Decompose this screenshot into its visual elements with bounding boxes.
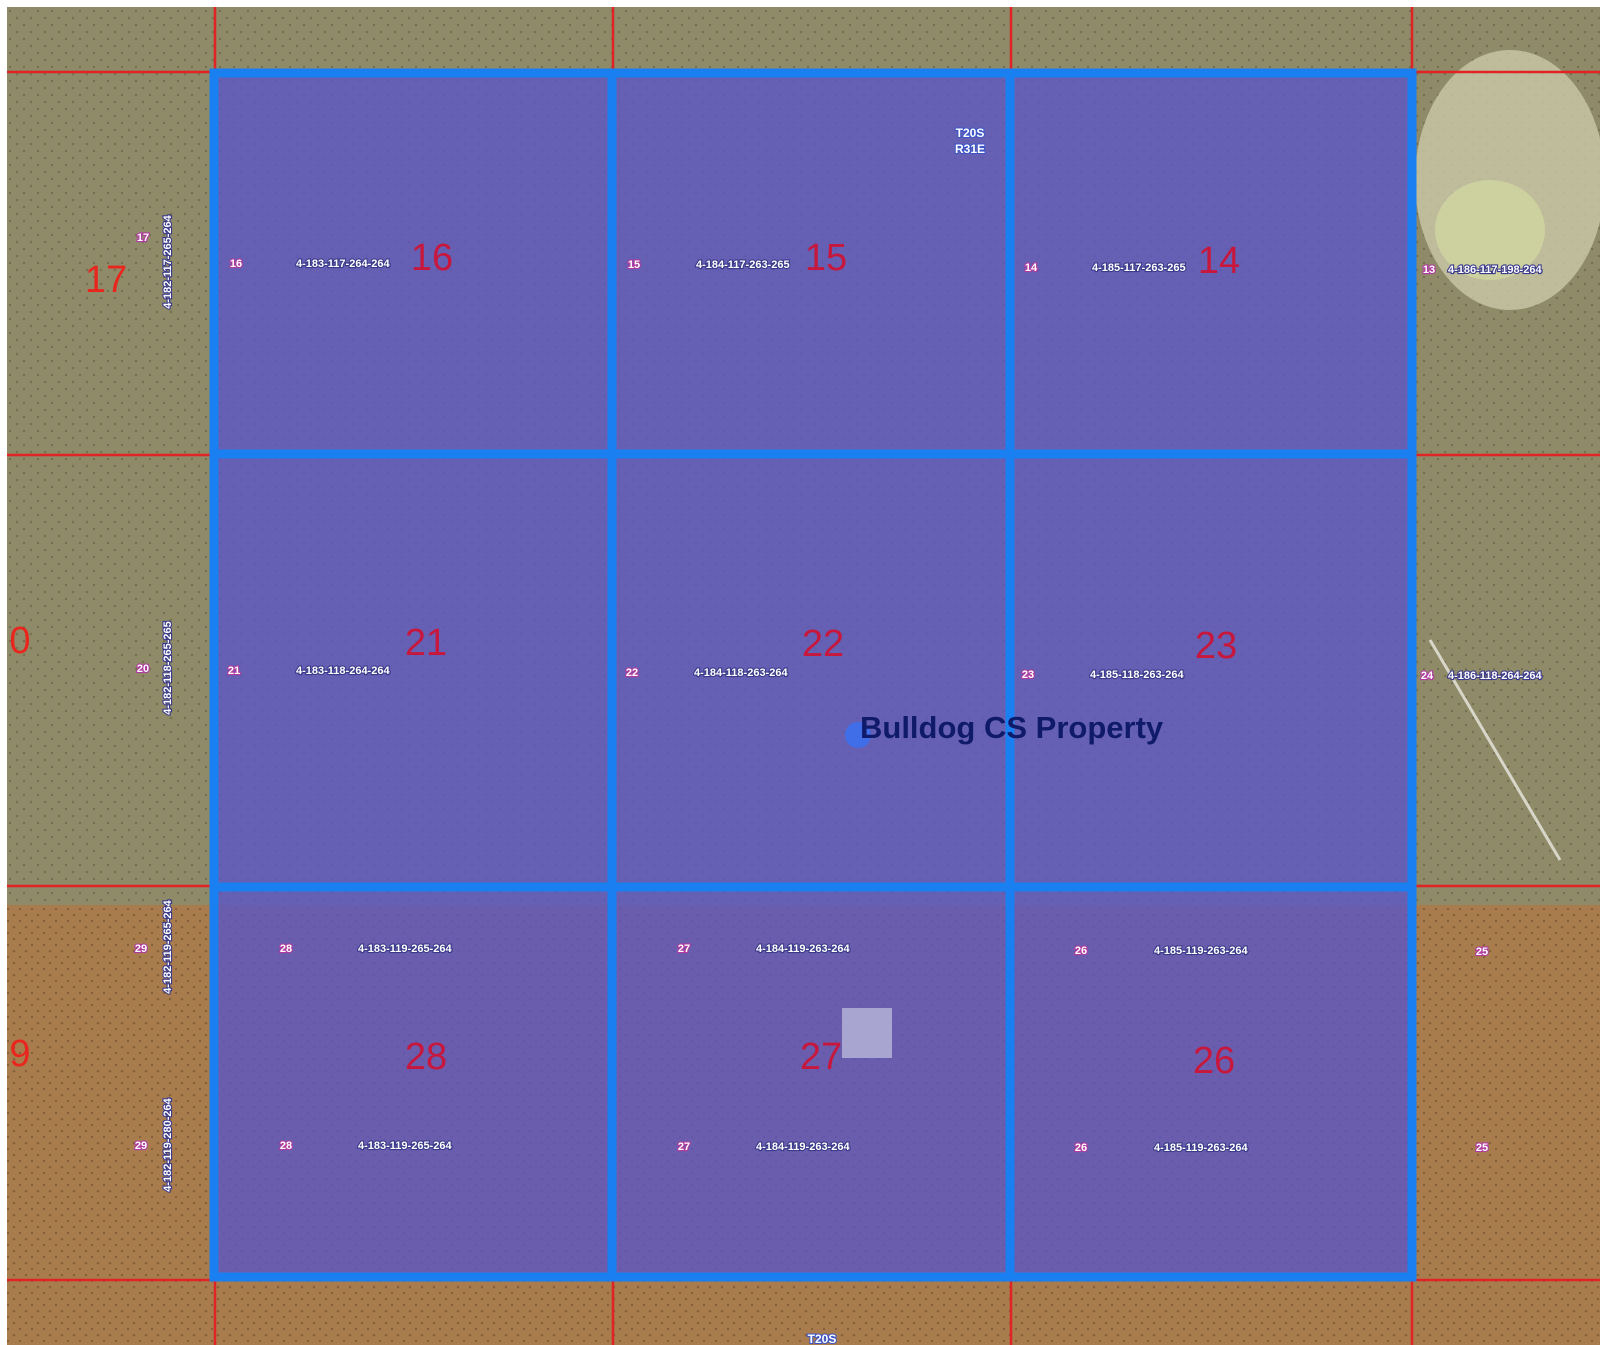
section-number: 15 — [805, 237, 847, 279]
outside-parcel-id: 4-186-118-264-264 — [1448, 670, 1542, 682]
section-tag: 21 — [228, 665, 240, 677]
outside-tag: 20 — [137, 663, 149, 675]
parcel-id: 4-184-117-263-265 — [696, 259, 790, 271]
section-number: 23 — [1195, 625, 1237, 667]
section-number: 28 — [405, 1036, 447, 1078]
parcel-id: 4-184-119-263-264 — [756, 943, 850, 955]
outside-tag: 13 — [1423, 264, 1435, 276]
outside-section-number: 0 — [9, 620, 30, 662]
outside-tag: 17 — [137, 232, 149, 244]
outside-tag: 29 — [135, 1140, 147, 1152]
parcel-id: 4-185-119-263-264 — [1154, 945, 1248, 957]
township: T20S — [808, 1332, 837, 1345]
outside-tag: 25 — [1476, 946, 1488, 958]
section-number: 21 — [405, 622, 447, 664]
outside-parcel-id: 4-186-117-198-264 — [1448, 264, 1542, 276]
dry-lake — [1435, 180, 1545, 280]
labels: 16 16 4-183-117-264-264 15 15 4-184-117-263-2… — [9, 125, 1543, 1345]
property-point — [845, 722, 871, 748]
outside-tag: 24 — [1421, 670, 1434, 682]
section-tag: 27 — [678, 943, 690, 955]
section-tag: 28 — [280, 1140, 292, 1152]
section-number: 27 — [800, 1036, 842, 1078]
section-tag: 14 — [1025, 262, 1038, 274]
section-tag: 23 — [1022, 669, 1034, 681]
outside-section-number: 9 — [9, 1033, 30, 1075]
facility-pad — [842, 1008, 892, 1058]
outside-parcel-id: 4-182-119-265-264 — [162, 899, 174, 993]
township: T20S — [956, 126, 985, 140]
section-tag: 26 — [1075, 1142, 1087, 1154]
parcel-id: 4-184-119-263-264 — [756, 1141, 850, 1153]
section-tag: 15 — [628, 259, 640, 271]
parcel-id: 4-185-119-263-264 — [1154, 1142, 1248, 1154]
outside-tag: 29 — [135, 943, 147, 955]
section-tag: 27 — [678, 1141, 690, 1153]
parcel-id: 4-183-118-264-264 — [296, 665, 390, 677]
section-tag: 28 — [280, 943, 292, 955]
parcel-id: 4-183-117-264-264 — [296, 258, 390, 270]
parcel-id: 4-185-117-263-265 — [1092, 262, 1186, 274]
parcel-id: 4-185-118-263-264 — [1090, 669, 1184, 681]
section-number: 14 — [1198, 240, 1240, 282]
section-number: 26 — [1193, 1040, 1235, 1082]
section-tag: 16 — [230, 258, 242, 270]
parcel-id: 4-183-119-265-264 — [358, 943, 452, 955]
outside-tag: 25 — [1476, 1142, 1488, 1154]
property-title: Bulldog CS Property — [860, 710, 1164, 745]
section-number: 16 — [411, 237, 453, 279]
section-number: 22 — [802, 623, 844, 665]
section-tag: 22 — [626, 667, 638, 679]
property-area — [214, 73, 1412, 1277]
outside-parcel-id: 4-182-119-280-264 — [162, 1097, 174, 1191]
parcel-id: 4-183-119-265-264 — [358, 1140, 452, 1152]
outside-parcel-id: 4-182-118-265-265 — [162, 621, 174, 715]
section-tag: 26 — [1075, 945, 1087, 957]
outside-parcel-id: 4-182-117-265-264 — [162, 214, 174, 308]
outside-section-number: 17 — [85, 259, 127, 301]
section-grid — [209, 68, 1417, 1282]
range: R31E — [955, 142, 985, 156]
road — [1428, 639, 1562, 861]
parcel-id: 4-184-118-263-264 — [694, 667, 788, 679]
